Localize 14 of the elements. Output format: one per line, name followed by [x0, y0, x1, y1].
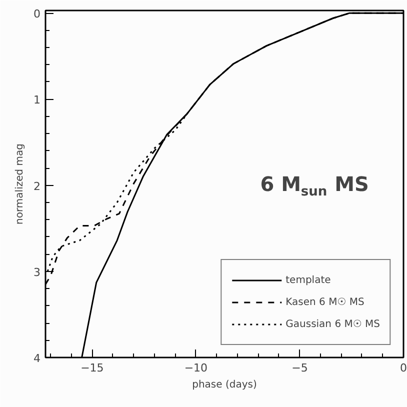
y-tick-label: 0 [34, 8, 40, 21]
x-tick-label: −10 [184, 362, 208, 374]
y-tick-label: 4 [34, 352, 40, 365]
y-axis-title: normalized mag [14, 144, 26, 224]
x-axis-title: phase (days) [192, 380, 257, 390]
x-tick-label: 0 [400, 362, 407, 374]
y-tick-label: 1 [34, 94, 40, 107]
x-tick-label: −5 [292, 362, 308, 374]
legend-label: Gaussian 6 M☉ MS [286, 318, 380, 330]
x-tick-label: −15 [80, 362, 104, 374]
legend-label: template [286, 274, 331, 286]
y-tick-label: 2 [34, 180, 40, 193]
y-tick-label: 3 [34, 266, 40, 279]
legend-label: Kasen 6 M☉ MS [286, 296, 364, 308]
